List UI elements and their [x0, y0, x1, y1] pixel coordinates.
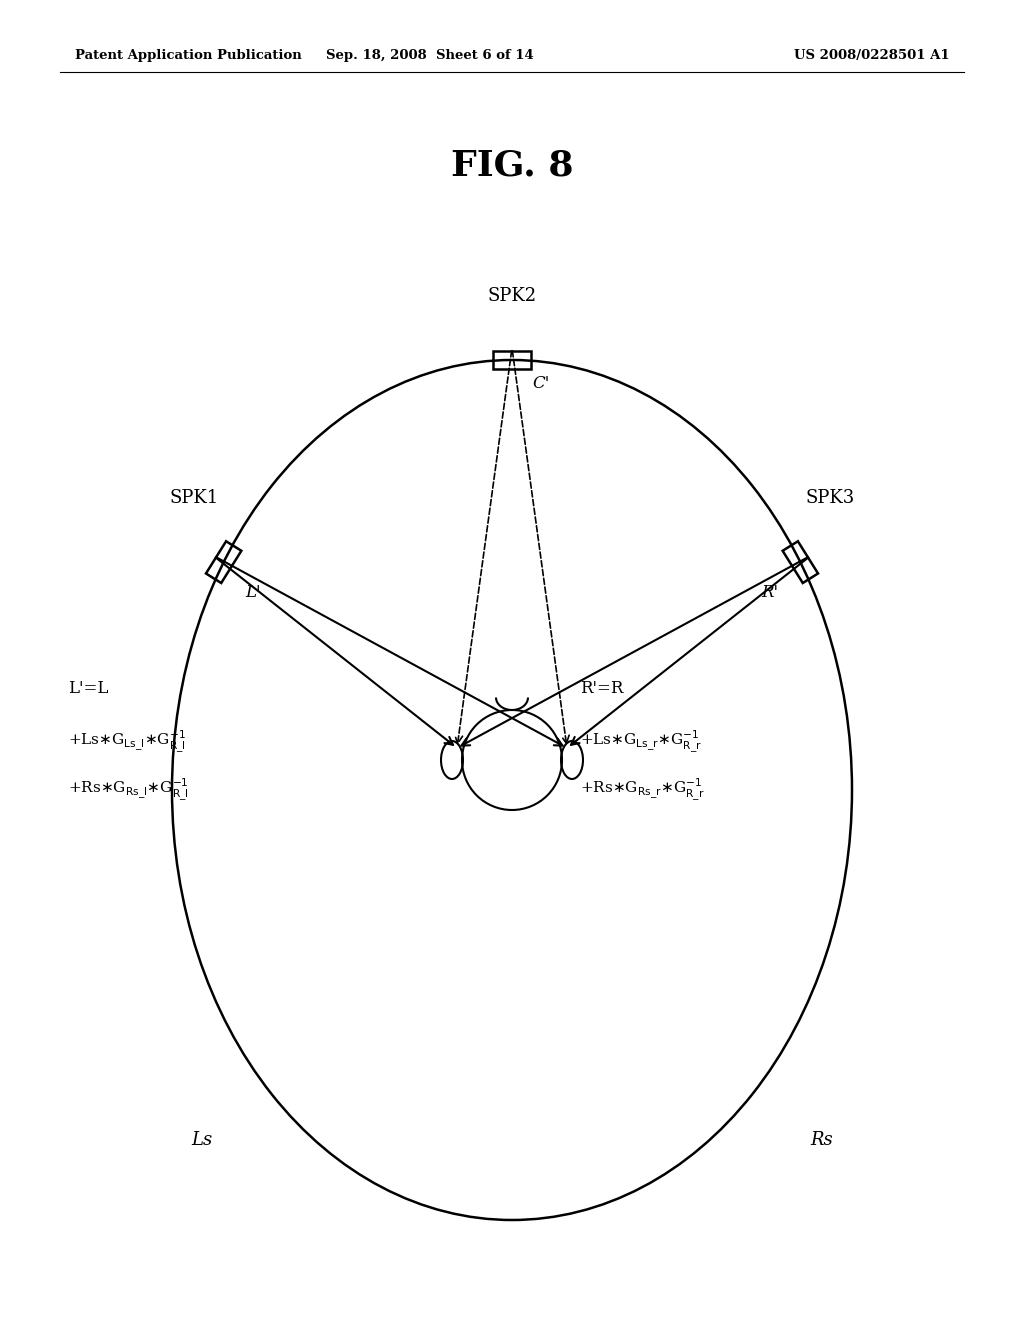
Text: +Rs$\ast$G$_{\mathrm{Rs\_l}}$$\ast$G$_{\mathrm{R\_l}}^{-1}$: +Rs$\ast$G$_{\mathrm{Rs\_l}}$$\ast$G$_{\… — [68, 776, 188, 801]
Text: Patent Application Publication: Patent Application Publication — [75, 49, 302, 62]
Text: +Rs$\ast$G$_{\mathrm{Rs\_r}}$$\ast$G$_{\mathrm{R\_r}}^{-1}$: +Rs$\ast$G$_{\mathrm{Rs\_r}}$$\ast$G$_{\… — [580, 776, 705, 801]
Text: L'=L: L'=L — [68, 680, 109, 697]
Text: SPK2: SPK2 — [487, 286, 537, 305]
Text: R'=R: R'=R — [580, 680, 624, 697]
Text: US 2008/0228501 A1: US 2008/0228501 A1 — [795, 49, 950, 62]
Text: +Ls$\ast$G$_{\mathrm{Ls\_l}}$$\ast$G$_{\mathrm{R\_l}}^{-1}$: +Ls$\ast$G$_{\mathrm{Ls\_l}}$$\ast$G$_{\… — [68, 729, 186, 754]
Text: Rs: Rs — [811, 1131, 834, 1148]
Text: SPK1: SPK1 — [169, 490, 218, 507]
Text: Sep. 18, 2008  Sheet 6 of 14: Sep. 18, 2008 Sheet 6 of 14 — [326, 49, 534, 62]
Text: Ls: Ls — [191, 1131, 213, 1148]
Text: SPK3: SPK3 — [806, 490, 855, 507]
Text: +Ls$\ast$G$_{\mathrm{Ls\_r}}$$\ast$G$_{\mathrm{R\_r}}^{-1}$: +Ls$\ast$G$_{\mathrm{Ls\_r}}$$\ast$G$_{\… — [580, 729, 701, 754]
Text: C': C' — [532, 375, 549, 392]
Text: R': R' — [761, 585, 778, 601]
Text: FIG. 8: FIG. 8 — [451, 148, 573, 182]
Text: L': L' — [246, 585, 261, 601]
